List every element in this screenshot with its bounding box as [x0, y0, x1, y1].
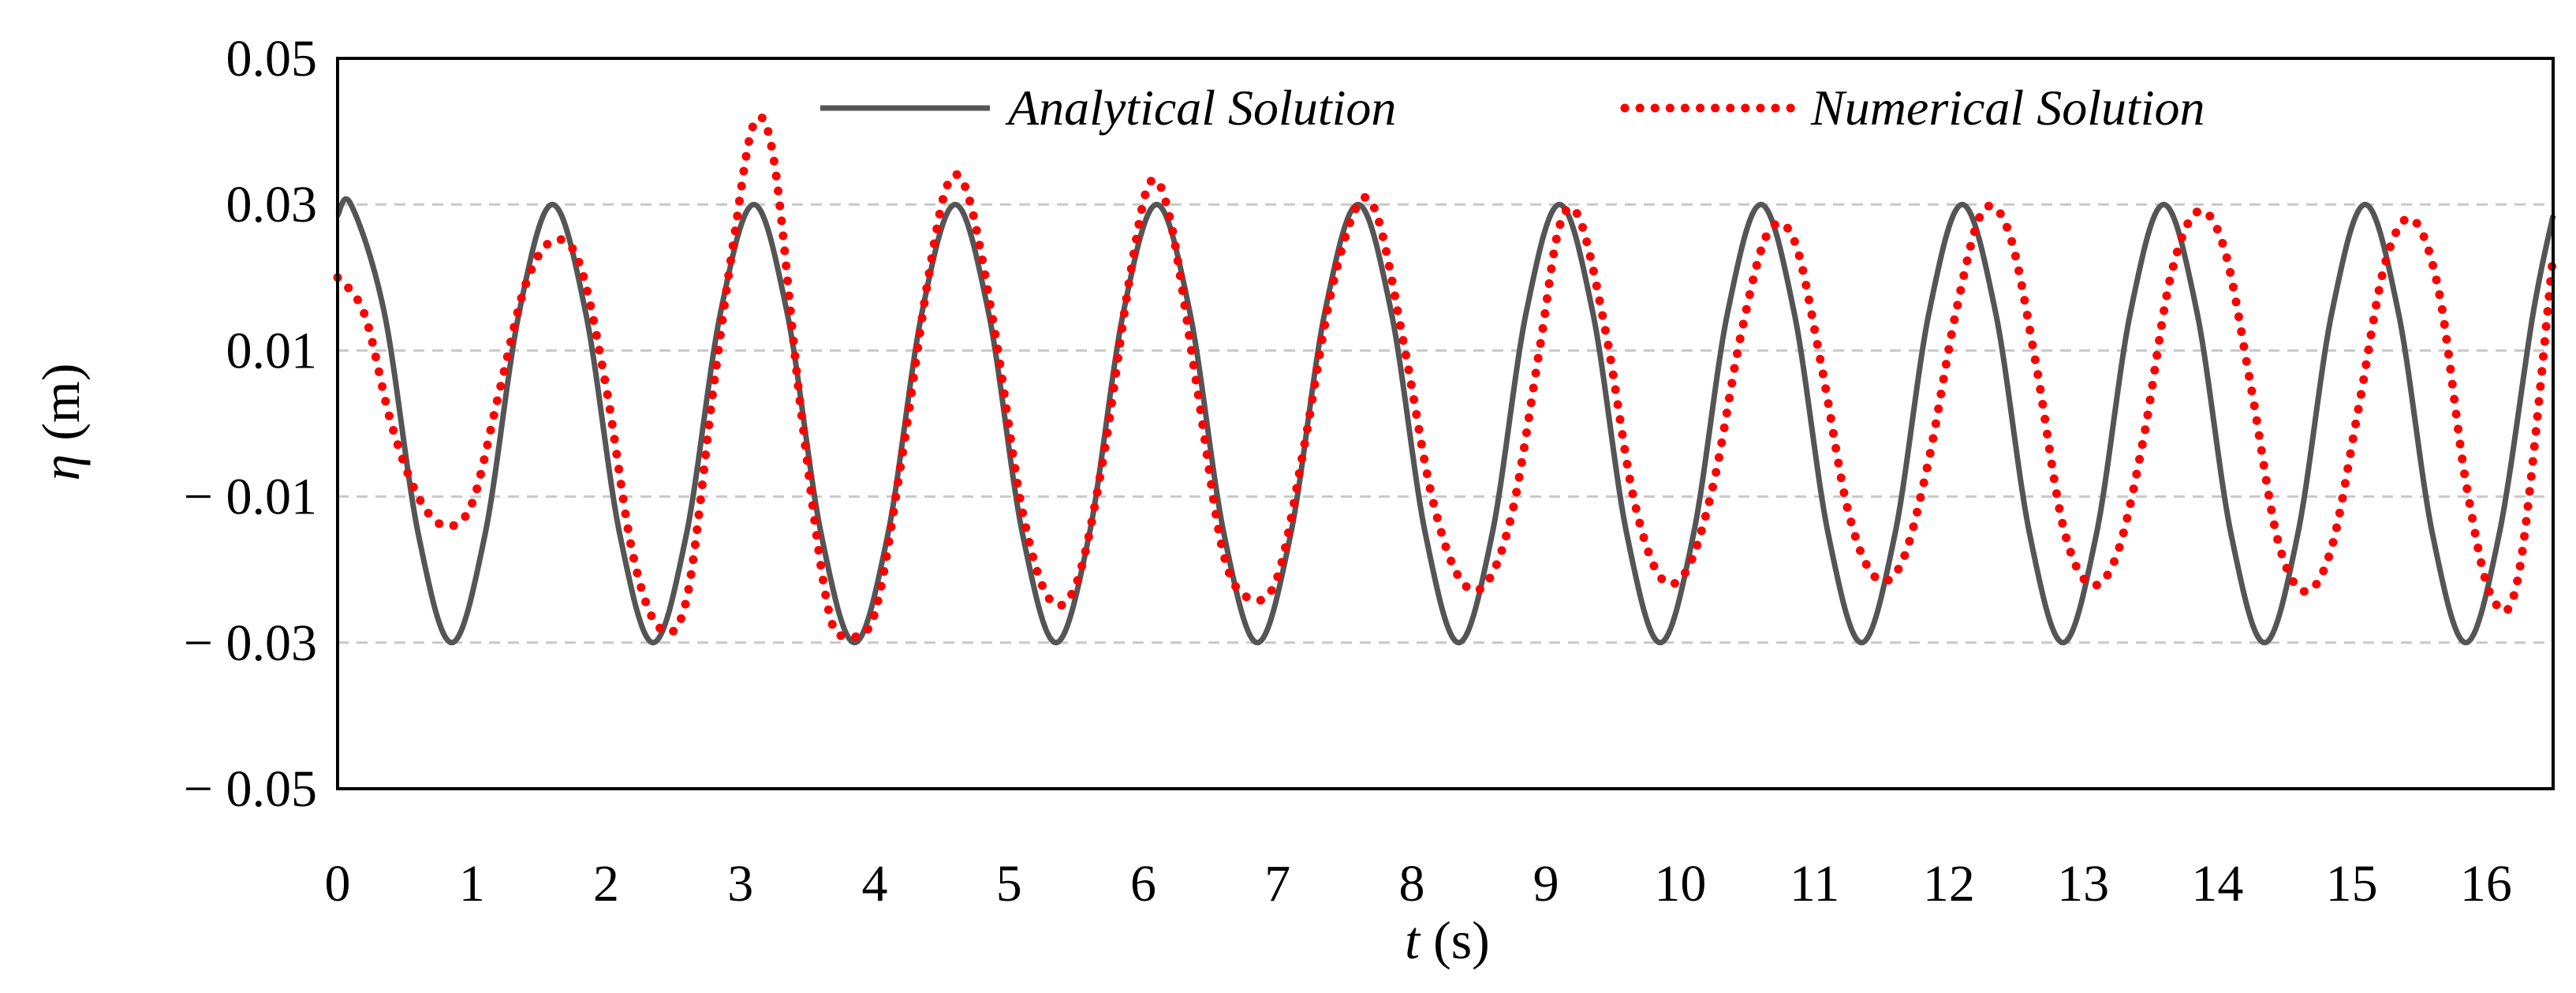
- x-tick-label-5: 5: [996, 855, 1022, 913]
- x-tick-label-15: 15: [2326, 855, 2378, 913]
- y-axis-symbol: η: [31, 454, 91, 481]
- legend: Analytical Solution Numerical Solution: [820, 80, 2205, 136]
- y-tick-label-3: − 0.01: [184, 469, 317, 526]
- x-axis-unit: (s): [1433, 910, 1490, 970]
- x-tick-label-6: 6: [1130, 855, 1156, 913]
- x-tick-label-7: 7: [1264, 855, 1290, 913]
- y-axis-unit: (m): [31, 364, 91, 441]
- legend-label-numerical: Numerical Solution: [1810, 80, 2205, 136]
- y-tick-label-0: 0.05: [226, 30, 318, 88]
- x-tick-label-11: 11: [1790, 855, 1840, 913]
- x-tick-label-4: 4: [861, 855, 887, 913]
- legend-label-analytical: Analytical Solution: [1005, 80, 1396, 136]
- series-line-numerical: [333, 112, 2558, 641]
- y-axis-label: η (m): [31, 364, 91, 481]
- x-tick-label-16: 16: [2460, 855, 2512, 913]
- x-tick-label-0: 0: [325, 855, 351, 913]
- x-tick-label-3: 3: [727, 855, 753, 913]
- y-tick-label-5: − 0.05: [184, 760, 317, 818]
- x-tick-label-12: 12: [1923, 855, 1975, 913]
- series-layer: [333, 112, 2558, 646]
- x-tick-label-13: 13: [2057, 855, 2109, 913]
- x-tick-label-8: 8: [1398, 855, 1424, 913]
- x-tick-label-9: 9: [1533, 855, 1559, 913]
- y-tick-label-1: 0.03: [226, 176, 318, 233]
- grid-layer: [338, 203, 2553, 644]
- x-tick-label-14: 14: [2191, 855, 2243, 913]
- x-tick-label-1: 1: [459, 855, 485, 913]
- x-tick-labels: 0 1 2 3 4 5 6 7 8 9 10 11 12 13 14 15 16: [325, 855, 2512, 913]
- plot-area-frame: [336, 57, 2555, 790]
- x-axis-label: t (s): [1405, 910, 1490, 970]
- series-line-analytical: [334, 196, 2556, 646]
- x-tick-label-10: 10: [1654, 855, 1706, 913]
- x-tick-label-2: 2: [593, 855, 619, 913]
- y-tick-labels: 0.05 0.03 0.01 − 0.01 − 0.03 − 0.05: [184, 30, 317, 818]
- y-tick-label-2: 0.01: [226, 322, 318, 379]
- x-axis-symbol: t: [1405, 910, 1421, 970]
- y-tick-label-4: − 0.03: [184, 614, 317, 672]
